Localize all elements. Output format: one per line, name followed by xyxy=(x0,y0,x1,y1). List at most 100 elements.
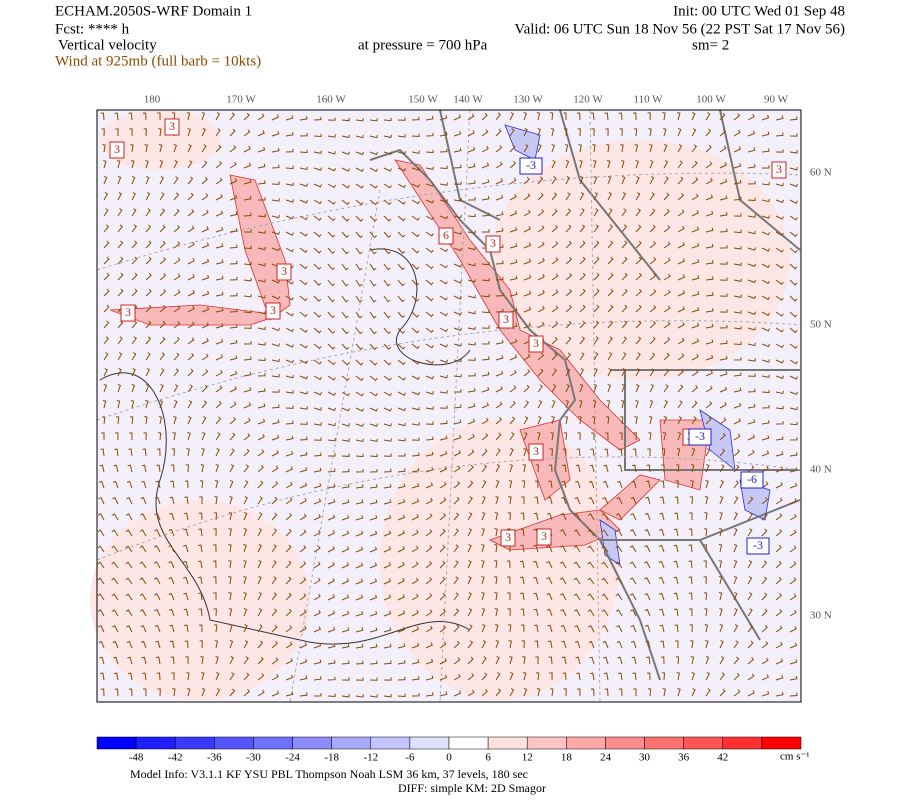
barb xyxy=(117,368,122,377)
barb xyxy=(97,561,105,569)
barb xyxy=(243,196,252,201)
barb xyxy=(299,375,308,380)
barb xyxy=(533,512,539,521)
barb xyxy=(369,562,378,569)
barb xyxy=(355,562,364,569)
barb xyxy=(313,407,322,411)
barb xyxy=(369,199,378,206)
barb xyxy=(601,609,609,617)
barb xyxy=(111,609,119,617)
barb xyxy=(747,434,756,441)
barb xyxy=(439,182,448,186)
barb xyxy=(228,528,232,537)
barb xyxy=(560,496,567,505)
barb xyxy=(719,480,724,489)
barb xyxy=(547,624,553,633)
contour-label: 3 xyxy=(114,142,120,156)
barb xyxy=(341,167,350,172)
barb xyxy=(187,321,195,329)
barb xyxy=(117,336,123,345)
barb xyxy=(587,545,595,553)
barb xyxy=(201,322,210,329)
barb xyxy=(690,640,694,649)
barb xyxy=(546,544,553,553)
barb xyxy=(533,544,539,553)
contour-label: 3 xyxy=(503,312,509,326)
barb xyxy=(688,560,693,569)
contour-label-box xyxy=(771,161,787,179)
barb xyxy=(705,292,714,297)
barb xyxy=(299,279,308,286)
barb xyxy=(271,327,281,332)
barb xyxy=(199,624,203,633)
barb xyxy=(747,279,757,284)
barb xyxy=(439,608,446,617)
barb xyxy=(425,375,435,380)
barb xyxy=(243,112,250,121)
barb xyxy=(168,576,175,585)
barb xyxy=(573,577,581,585)
barb xyxy=(215,243,224,249)
barb xyxy=(369,468,378,473)
barb xyxy=(168,528,175,537)
barb xyxy=(691,416,697,425)
barb xyxy=(271,164,280,169)
barb xyxy=(509,193,517,201)
barb xyxy=(327,375,336,381)
barb xyxy=(649,192,655,201)
barb xyxy=(775,436,784,441)
barb xyxy=(369,610,378,617)
barb xyxy=(548,656,553,665)
barb xyxy=(523,209,531,217)
barb xyxy=(257,464,264,473)
barb xyxy=(601,593,609,601)
barb xyxy=(285,658,293,665)
barb xyxy=(481,527,485,537)
barb xyxy=(677,258,686,265)
barb xyxy=(789,183,799,188)
barb xyxy=(606,144,610,153)
barb xyxy=(369,627,378,633)
barb xyxy=(747,560,753,569)
barb xyxy=(533,592,539,601)
barb xyxy=(214,480,219,489)
barb xyxy=(576,448,581,457)
barb xyxy=(705,194,714,201)
barb xyxy=(327,626,336,633)
barb xyxy=(576,112,581,121)
barb xyxy=(509,463,513,473)
barb xyxy=(243,576,247,585)
barb xyxy=(154,529,161,537)
colorbar-label: 36 xyxy=(678,752,690,764)
barb xyxy=(593,352,599,361)
barb xyxy=(341,407,350,412)
barb xyxy=(285,497,293,505)
barb xyxy=(677,274,686,281)
barb xyxy=(775,215,784,220)
barb xyxy=(453,544,459,553)
barb xyxy=(467,213,476,218)
barb xyxy=(285,231,294,236)
barb xyxy=(213,608,217,617)
barb xyxy=(327,483,336,489)
barb xyxy=(589,656,595,665)
barb xyxy=(648,432,652,441)
barb xyxy=(494,592,498,601)
barb xyxy=(775,405,784,410)
barb xyxy=(355,578,364,585)
barb xyxy=(103,272,110,281)
barb xyxy=(271,147,280,153)
barb xyxy=(719,401,727,409)
barb xyxy=(159,257,167,265)
barb xyxy=(257,608,263,617)
barb xyxy=(103,288,110,297)
barb xyxy=(588,640,595,649)
barb xyxy=(467,673,475,681)
barb xyxy=(98,480,105,489)
barb xyxy=(228,576,232,585)
barb xyxy=(481,387,490,393)
barb xyxy=(775,115,784,121)
barb xyxy=(369,151,379,156)
barb xyxy=(327,438,336,442)
barb xyxy=(411,231,420,238)
